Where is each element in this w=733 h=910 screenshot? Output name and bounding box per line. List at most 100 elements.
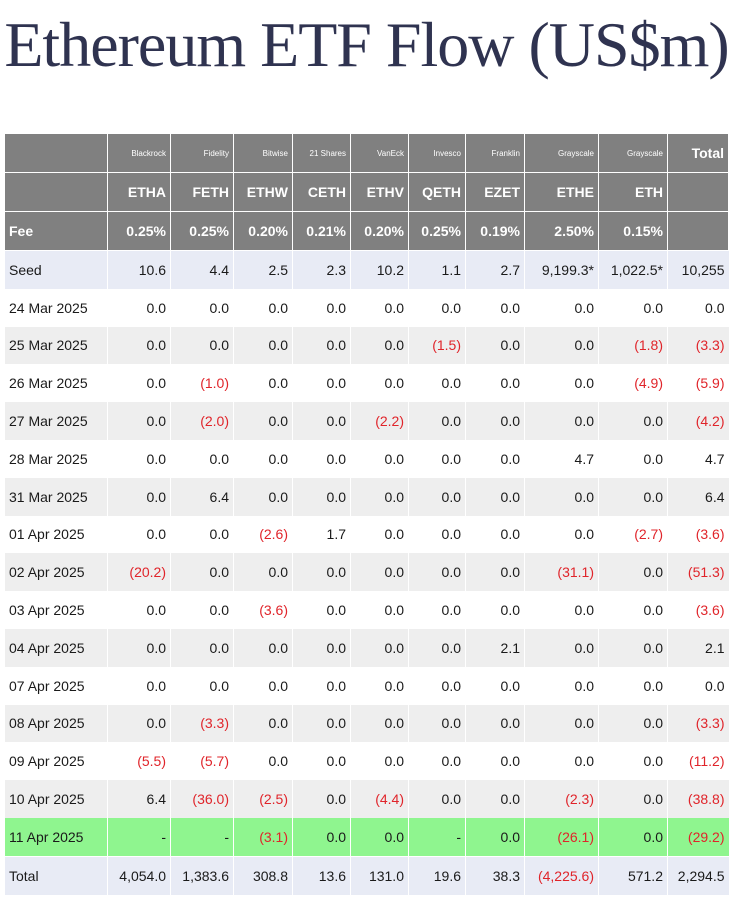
flow-cell: 0.0 bbox=[350, 704, 409, 743]
flow-cell: 0.0 bbox=[598, 591, 668, 629]
flow-cell: 13.6 bbox=[292, 855, 351, 895]
flow-cell: (2.3) bbox=[524, 780, 599, 818]
flow-cell: 0.0 bbox=[350, 439, 409, 478]
table-row: Total 4,054.0 1,383.6 308.8 13.6 131.0 19.6 38.… bbox=[4, 855, 729, 895]
row-total-cell: (3.6) bbox=[667, 591, 729, 629]
row-total-cell: 0.0 bbox=[667, 666, 729, 705]
row-label: 04 Apr 2025 bbox=[4, 628, 108, 667]
flow-cell: 2.3 bbox=[292, 250, 351, 289]
flow-cell: 0.0 bbox=[107, 628, 171, 667]
flow-cell: 0.0 bbox=[170, 515, 234, 554]
flow-cell: 10.6 bbox=[107, 250, 171, 289]
flow-cell: 0.0 bbox=[292, 477, 351, 516]
ticker-header: ETHA bbox=[107, 172, 171, 212]
flow-cell: 0.0 bbox=[292, 666, 351, 705]
flow-cell: (1.5) bbox=[408, 326, 466, 365]
table-row: 24 Mar 2025 0.0 0.0 0.0 0.0 0.0 0.0 0.0 0.0 0.0 0.… bbox=[4, 288, 729, 327]
flow-cell: - bbox=[107, 817, 171, 857]
flow-cell: 0.0 bbox=[465, 742, 525, 781]
flow-cell: 0.0 bbox=[292, 704, 351, 743]
flow-cell: 0.0 bbox=[350, 817, 409, 857]
ticker-header: CETH bbox=[292, 172, 351, 212]
flow-cell: 0.0 bbox=[465, 364, 525, 403]
flow-cell: 0.0 bbox=[524, 326, 599, 365]
row-total-cell: (4.2) bbox=[667, 402, 729, 440]
row-total-cell: 10,255 bbox=[667, 250, 729, 289]
row-total-cell: 2,294.5 bbox=[667, 855, 729, 895]
table-row: 09 Apr 2025 (5.5) (5.7) 0.0 0.0 0.0 0.0 0.0 0.0 0… bbox=[4, 742, 729, 781]
flow-cell: 0.0 bbox=[598, 742, 668, 781]
flow-cell: 0.0 bbox=[598, 666, 668, 705]
flow-cell: (20.2) bbox=[107, 553, 171, 592]
flow-cell: 0.0 bbox=[292, 628, 351, 667]
flow-cell: (5.7) bbox=[170, 742, 234, 781]
row-total-cell: 6.4 bbox=[667, 477, 729, 516]
flow-cell: (2.5) bbox=[233, 780, 293, 818]
flow-cell: 1,383.6 bbox=[170, 855, 234, 895]
flow-cell: - bbox=[170, 817, 234, 857]
flow-cell: 0.0 bbox=[292, 402, 351, 440]
flow-cell: (2.6) bbox=[233, 515, 293, 554]
row-label: 08 Apr 2025 bbox=[4, 704, 108, 743]
table-row: 31 Mar 2025 0.0 6.4 0.0 0.0 0.0 0.0 0.0 0.0 0.0 6.… bbox=[4, 477, 729, 516]
flow-cell: 0.0 bbox=[524, 364, 599, 403]
header-blank bbox=[667, 172, 729, 212]
flow-cell: 0.0 bbox=[465, 326, 525, 365]
flow-cell: 0.0 bbox=[598, 402, 668, 440]
flow-cell: 0.0 bbox=[524, 402, 599, 440]
table-row: 04 Apr 2025 0.0 0.0 0.0 0.0 0.0 0.0 2.1 0.0 0.0 2.… bbox=[4, 628, 729, 667]
etf-flow-table: Blackrock Fidelity Bitwise 21 Shares Van… bbox=[4, 133, 729, 895]
issuer-header-row: Blackrock Fidelity Bitwise 21 Shares Van… bbox=[4, 133, 729, 173]
flow-cell: 38.3 bbox=[465, 855, 525, 895]
ticker-header: ETHV bbox=[350, 172, 409, 212]
flow-cell: 0.0 bbox=[350, 591, 409, 629]
fee-value: 0.20% bbox=[233, 211, 293, 251]
ticker-header: ETHE bbox=[524, 172, 599, 212]
table-row: 10 Apr 2025 6.4 (36.0) (2.5) 0.0 (4.4) 0.0 0.0(… bbox=[4, 780, 729, 818]
table-row: 03 Apr 2025 0.0 0.0 (3.6) 0.0 0.0 0.0 0.0 0.0 0.0… bbox=[4, 591, 729, 629]
fee-value: 0.21% bbox=[292, 211, 351, 251]
table-row: 25 Mar 2025 0.0 0.0 0.0 0.0 0.0 (1.5) 0.0 0.0 (1.… bbox=[4, 326, 729, 365]
flow-cell: 0.0 bbox=[408, 439, 466, 478]
flow-cell: 0.0 bbox=[107, 515, 171, 554]
row-label: 11 Apr 2025 bbox=[4, 817, 108, 857]
flow-cell: (2.0) bbox=[170, 402, 234, 440]
flow-cell: 0.0 bbox=[465, 817, 525, 857]
flow-cell: (5.5) bbox=[107, 742, 171, 781]
flow-cell: 0.0 bbox=[170, 553, 234, 592]
flow-cell: 2.7 bbox=[465, 250, 525, 289]
flow-cell: 0.0 bbox=[408, 402, 466, 440]
flow-cell: 0.0 bbox=[292, 326, 351, 365]
ticker-header: FETH bbox=[170, 172, 234, 212]
table-row: 02 Apr 2025 (20.2) 0.0 0.0 0.0 0.0 0.0 0.0 (31.1… bbox=[4, 553, 729, 592]
flow-cell: 0.0 bbox=[408, 704, 466, 743]
flow-cell: 0.0 bbox=[524, 704, 599, 743]
fee-value: 0.19% bbox=[465, 211, 525, 251]
flow-cell: 0.0 bbox=[107, 591, 171, 629]
flow-cell: 19.6 bbox=[408, 855, 466, 895]
flow-cell: 0.0 bbox=[233, 402, 293, 440]
issuer-header: Grayscale bbox=[598, 133, 668, 173]
flow-cell: 0.0 bbox=[233, 628, 293, 667]
flow-cell: 1.7 bbox=[292, 515, 351, 554]
flow-cell: 0.0 bbox=[233, 439, 293, 478]
flow-cell: 0.0 bbox=[292, 780, 351, 818]
fee-label: Fee bbox=[4, 211, 108, 251]
row-total-cell: (51.3) bbox=[667, 553, 729, 592]
flow-cell: 0.0 bbox=[408, 288, 466, 327]
flow-cell: 10.2 bbox=[350, 250, 409, 289]
flow-cell: 2.1 bbox=[465, 628, 525, 667]
flow-cell: 0.0 bbox=[350, 742, 409, 781]
fee-value: 0.25% bbox=[107, 211, 171, 251]
ticker-header-row: ETHA FETH ETHW CETH ETHV QETH EZET ETHE … bbox=[4, 172, 729, 212]
row-label: 07 Apr 2025 bbox=[4, 666, 108, 705]
flow-cell: 0.0 bbox=[350, 326, 409, 365]
table-row: 08 Apr 2025 0.0 (3.3) 0.0 0.0 0.0 0.0 0.0 0.0 0.0… bbox=[4, 704, 729, 743]
header-corner bbox=[4, 133, 108, 173]
flow-cell: 0.0 bbox=[408, 742, 466, 781]
ticker-header: ETH bbox=[598, 172, 668, 212]
flow-cell: 4,054.0 bbox=[107, 855, 171, 895]
flow-cell: 131.0 bbox=[350, 855, 409, 895]
row-label: 03 Apr 2025 bbox=[4, 591, 108, 629]
issuer-header: VanEck bbox=[350, 133, 409, 173]
